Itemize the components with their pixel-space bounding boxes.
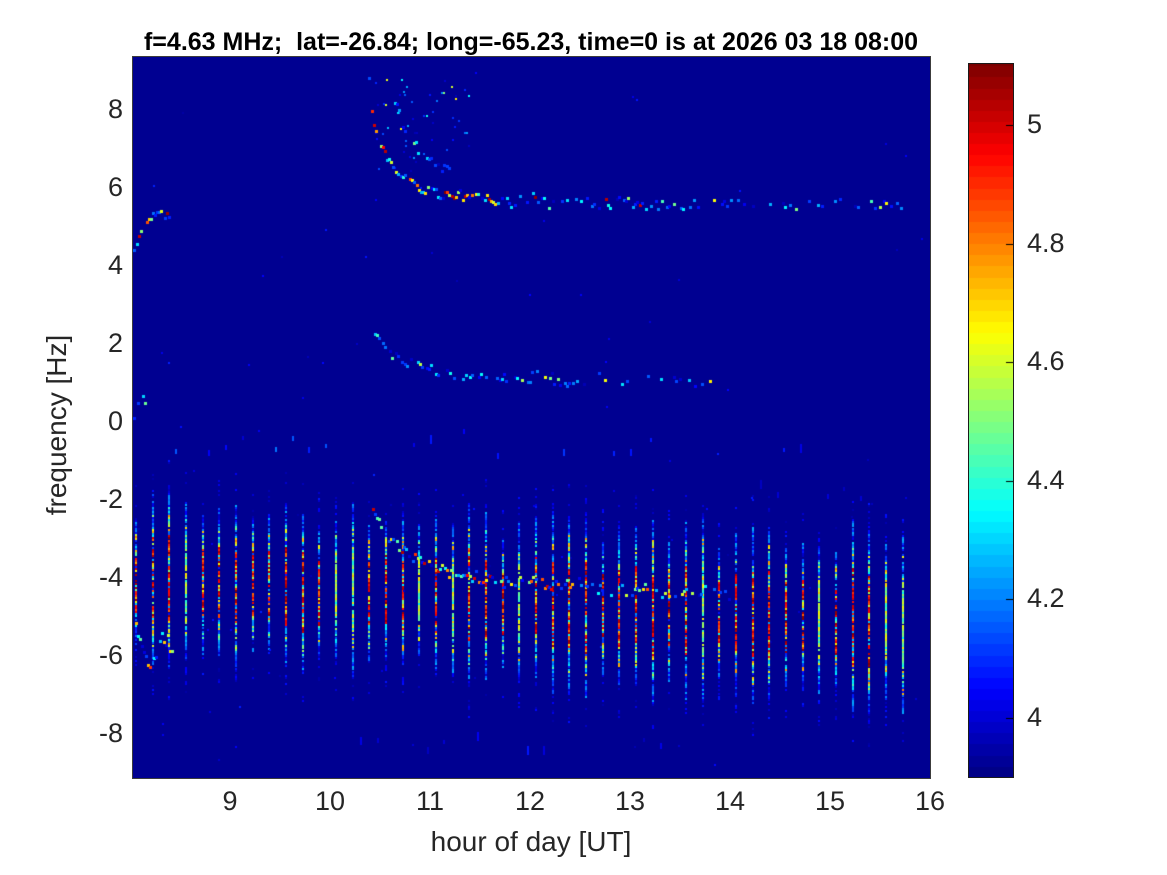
colorbar-tick-label: 4.2 [1027, 583, 1065, 614]
x-tick-label: 13 [614, 786, 646, 816]
spectrogram-canvas [132, 56, 931, 779]
x-tick-label: 15 [814, 786, 846, 816]
colorbar-tick-label: 4.8 [1027, 227, 1065, 258]
y-tick-label: 2 [107, 327, 123, 358]
colorbar-tick-label: 4 [1027, 702, 1043, 732]
y-tick-label: 0 [107, 405, 123, 436]
x-axis-label: hour of day [UT] [430, 826, 632, 857]
x-tick-label: 11 [415, 786, 445, 816]
y-tick-label: -2 [98, 483, 123, 514]
x-tick-label: 14 [714, 786, 746, 816]
x-tick-label: 16 [914, 786, 946, 816]
colorbar-canvas [968, 63, 1014, 778]
x-tick-label: 9 [222, 786, 238, 816]
y-tick-label: -8 [98, 717, 123, 748]
y-tick-label: -4 [98, 561, 123, 592]
colorbar-tick-label: 4.6 [1027, 346, 1065, 377]
y-tick-label: 8 [107, 94, 123, 125]
x-tick-label: 12 [514, 786, 546, 816]
chart-title: f=4.63 MHz; lat=-26.84; long=-65.23, tim… [143, 28, 919, 56]
y-tick-label: -6 [98, 639, 123, 670]
colorbar-tick-label: 4.4 [1027, 464, 1065, 495]
colorbar-tick-label: 5 [1027, 109, 1043, 140]
y-tick-label: 6 [107, 172, 123, 203]
x-tick-label: 10 [314, 786, 346, 816]
y-tick-label: 4 [107, 250, 123, 280]
